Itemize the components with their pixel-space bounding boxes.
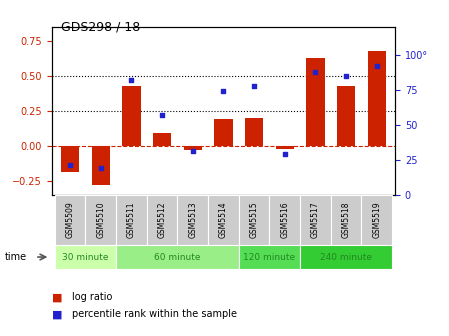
Text: GSM5513: GSM5513 bbox=[188, 202, 197, 239]
Bar bbox=[177, 195, 208, 245]
Bar bbox=[147, 195, 177, 245]
Bar bbox=[153, 133, 171, 146]
Bar bbox=[300, 195, 331, 245]
Point bbox=[312, 69, 319, 74]
Bar bbox=[239, 245, 300, 269]
Text: GSM5517: GSM5517 bbox=[311, 202, 320, 239]
Bar bbox=[116, 195, 147, 245]
Point bbox=[97, 166, 104, 171]
Bar bbox=[306, 58, 325, 146]
Bar bbox=[245, 118, 263, 146]
Bar bbox=[61, 146, 79, 172]
Text: 60 minute: 60 minute bbox=[154, 253, 201, 261]
Point bbox=[373, 64, 380, 69]
Bar bbox=[92, 146, 110, 185]
Text: GSM5515: GSM5515 bbox=[250, 202, 259, 239]
Bar bbox=[337, 86, 355, 146]
Point bbox=[158, 112, 166, 118]
Point bbox=[66, 163, 74, 168]
Text: 30 minute: 30 minute bbox=[62, 253, 109, 261]
Bar bbox=[55, 195, 85, 245]
Text: GDS298 / 18: GDS298 / 18 bbox=[61, 20, 140, 33]
Bar bbox=[276, 146, 294, 149]
Bar bbox=[214, 119, 233, 146]
Bar bbox=[55, 245, 116, 269]
Point bbox=[343, 73, 350, 79]
Bar bbox=[85, 195, 116, 245]
Text: log ratio: log ratio bbox=[72, 292, 112, 302]
Text: GSM5516: GSM5516 bbox=[280, 202, 289, 239]
Point bbox=[251, 83, 258, 88]
Bar bbox=[184, 146, 202, 150]
Point bbox=[220, 89, 227, 94]
Point bbox=[189, 149, 196, 154]
Text: GSM5509: GSM5509 bbox=[66, 202, 75, 239]
Text: percentile rank within the sample: percentile rank within the sample bbox=[72, 309, 237, 319]
Bar bbox=[116, 245, 239, 269]
Text: GSM5511: GSM5511 bbox=[127, 202, 136, 238]
Text: GSM5514: GSM5514 bbox=[219, 202, 228, 239]
Point bbox=[281, 152, 288, 157]
Bar bbox=[300, 245, 392, 269]
Point bbox=[128, 77, 135, 83]
Text: GSM5518: GSM5518 bbox=[342, 202, 351, 238]
Bar bbox=[331, 195, 361, 245]
Text: 120 minute: 120 minute bbox=[243, 253, 295, 261]
Bar bbox=[239, 195, 269, 245]
Text: 240 minute: 240 minute bbox=[320, 253, 372, 261]
Text: time: time bbox=[4, 252, 26, 262]
Bar bbox=[368, 51, 386, 146]
Text: GSM5512: GSM5512 bbox=[158, 202, 167, 238]
Bar bbox=[361, 195, 392, 245]
Bar bbox=[122, 86, 141, 146]
Text: GSM5519: GSM5519 bbox=[372, 202, 381, 239]
Text: GSM5510: GSM5510 bbox=[96, 202, 105, 239]
Text: ■: ■ bbox=[52, 309, 62, 319]
Bar bbox=[269, 195, 300, 245]
Text: ■: ■ bbox=[52, 292, 62, 302]
Bar bbox=[208, 195, 239, 245]
